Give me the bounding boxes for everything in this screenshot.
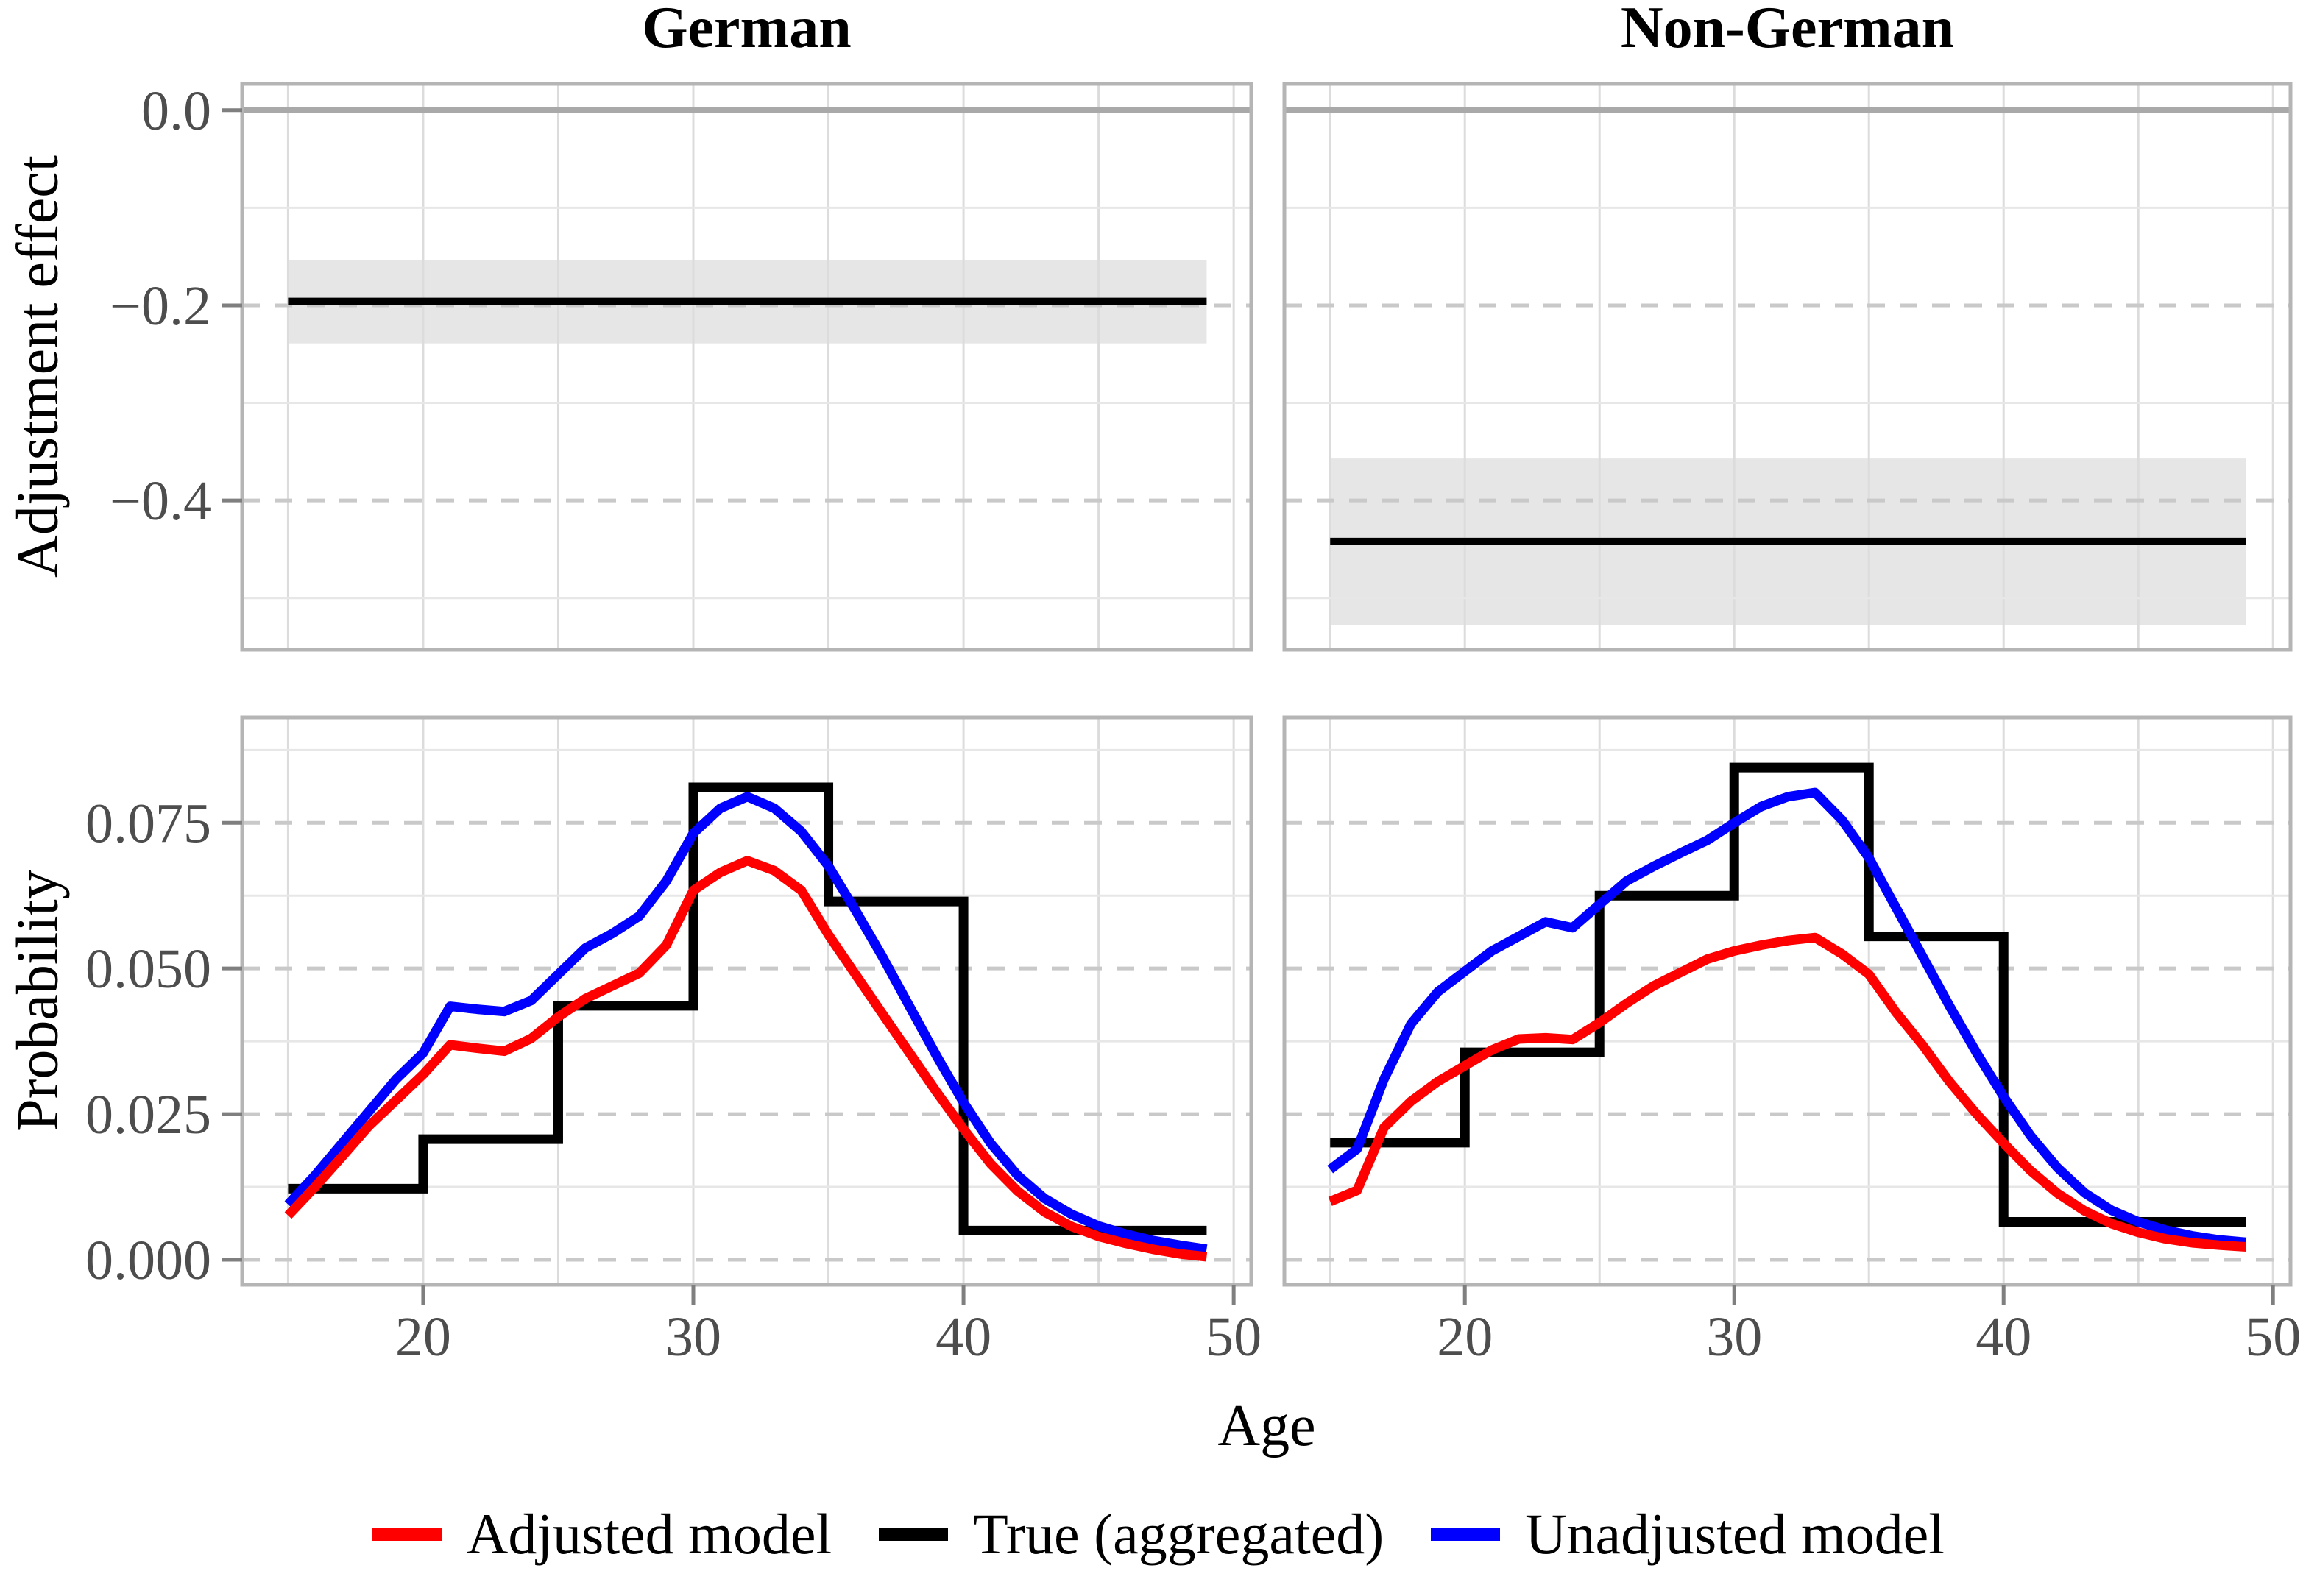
legend-label-adjusted-model: Adjusted model [467,1502,832,1566]
x-tick-label: 30 [1706,1306,1762,1368]
panel-border [1282,715,2293,1287]
legend-item-unadjusted-model: Unadjusted model [1431,1505,1945,1563]
x-tick-label: 20 [395,1306,451,1368]
adjusted-model-curve [284,856,1208,1262]
x-tick-label: 40 [1975,1306,2031,1368]
panel-adjustment-effect-non-german [1282,82,2293,652]
facet-title-non-german: Non-German [1620,0,1955,60]
x-tick-label: 20 [1437,1306,1493,1368]
x-tick-label: 50 [1206,1306,1262,1368]
panel-border [240,715,1253,1287]
legend-swatch-adjusted-model [372,1528,442,1541]
legend-label-true-aggregated: True (aggregated) [973,1502,1384,1566]
panel-probability-german: 0.000 0.025 0.050 0.075 20 30 40 50 [85,715,1262,1368]
x-tick-label: 50 [2245,1306,2301,1368]
true-aggregated-step [1330,762,2246,1227]
y-tick-label: −0.4 [110,470,211,532]
panel-probability-non-german: 20 30 40 50 [1282,715,2301,1368]
x-tick-label: 40 [935,1306,991,1368]
legend-swatch-unadjusted-model [1431,1528,1501,1541]
panel-border [240,82,1253,652]
y-axis-title-probability: Probability [5,870,71,1132]
y-tick-label: 0.0 [141,80,211,142]
y-axis-title-adjustment-effect: Adjustment effect [5,155,71,578]
legend-label-unadjusted-model: Unadjusted model [1525,1502,1945,1566]
legend-item-true-aggregated: True (aggregated) [879,1505,1384,1563]
adjusted-model-curve [1328,932,2247,1252]
y-tick-label: 0.025 [85,1084,211,1146]
legend-swatch-true-aggregated [879,1528,949,1541]
x-tick-label: 30 [665,1306,721,1368]
unadjusted-model-curve [284,792,1208,1255]
true-aggregated-step [288,782,1207,1235]
facet-title-german: German [642,0,852,60]
legend: Adjusted model True (aggregated) Unadjus… [0,1505,2317,1563]
y-tick-label: 0.075 [85,792,211,854]
panel-adjustment-effect-german: 0.0 −0.2 −0.4 [110,80,1253,652]
y-tick-label: 0.050 [85,938,211,1000]
x-axis-title-age: Age [1217,1394,1316,1458]
y-tick-label: −0.2 [110,275,211,337]
legend-item-adjusted-model: Adjusted model [372,1505,832,1563]
y-tick-label: 0.000 [85,1230,211,1291]
panel-border [1282,82,2293,652]
unadjusted-model-curve [1327,787,2247,1247]
